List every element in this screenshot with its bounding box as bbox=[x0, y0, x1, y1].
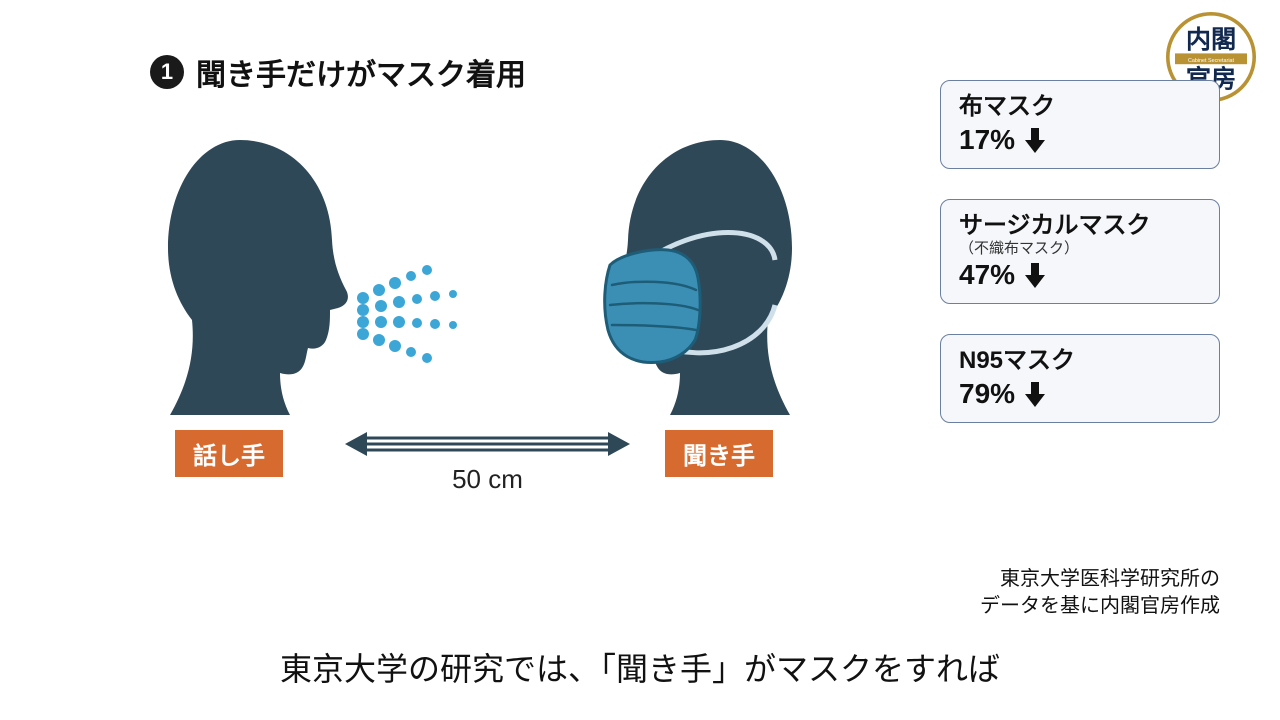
stat-value: 47% bbox=[959, 259, 1015, 291]
listener-label: 聞き手 bbox=[665, 430, 773, 477]
mask-stats: 布マスク17% サージカルマスク（不織布マスク）47% N95マスク79% bbox=[940, 80, 1220, 423]
stat-name: N95マスク bbox=[959, 347, 1201, 376]
listener-head-icon bbox=[580, 130, 830, 420]
title-text: 聞き手だけがマスク着用 bbox=[196, 50, 526, 94]
mask-diagram: 話し手 聞き手 50 cm bbox=[120, 130, 840, 510]
down-arrow-icon bbox=[1023, 261, 1047, 289]
stat-value: 79% bbox=[959, 378, 1015, 410]
speaker-head-icon bbox=[130, 130, 360, 420]
stat-box: N95マスク79% bbox=[940, 334, 1220, 423]
source-line1: 東京大学医科学研究所の bbox=[980, 566, 1220, 593]
stat-value: 17% bbox=[959, 124, 1015, 156]
stat-name: サージカルマスク bbox=[959, 212, 1201, 241]
title-row: 1 聞き手だけがマスク着用 bbox=[150, 50, 526, 94]
stat-subtitle: （不織布マスク） bbox=[959, 241, 1201, 258]
source-attribution: 東京大学医科学研究所の データを基に内閣官房作成 bbox=[980, 566, 1220, 620]
distance-label: 50 cm bbox=[452, 464, 523, 495]
down-arrow-icon bbox=[1023, 380, 1047, 408]
stat-value-row: 17% bbox=[959, 124, 1201, 156]
down-arrow-icon bbox=[1023, 126, 1047, 154]
caption-text: 東京大学の研究では、「聞き手」がマスクをすれば bbox=[0, 644, 1280, 690]
logo-top-text: 内閣 bbox=[1186, 26, 1236, 54]
source-line2: データを基に内閣官房作成 bbox=[980, 593, 1220, 620]
stat-value-row: 47% bbox=[959, 259, 1201, 291]
stat-name: 布マスク bbox=[959, 93, 1201, 122]
stat-box: 布マスク17% bbox=[940, 80, 1220, 169]
distance-arrow: 50 cm bbox=[345, 430, 630, 495]
logo-subtitle: Cabinet Secretariat bbox=[1188, 58, 1235, 64]
stat-box: サージカルマスク（不織布マスク）47% bbox=[940, 199, 1220, 304]
title-bullet: 1 bbox=[150, 55, 184, 89]
speaker-label: 話し手 bbox=[175, 430, 283, 477]
droplets-icon bbox=[355, 250, 475, 380]
stat-value-row: 79% bbox=[959, 378, 1201, 410]
